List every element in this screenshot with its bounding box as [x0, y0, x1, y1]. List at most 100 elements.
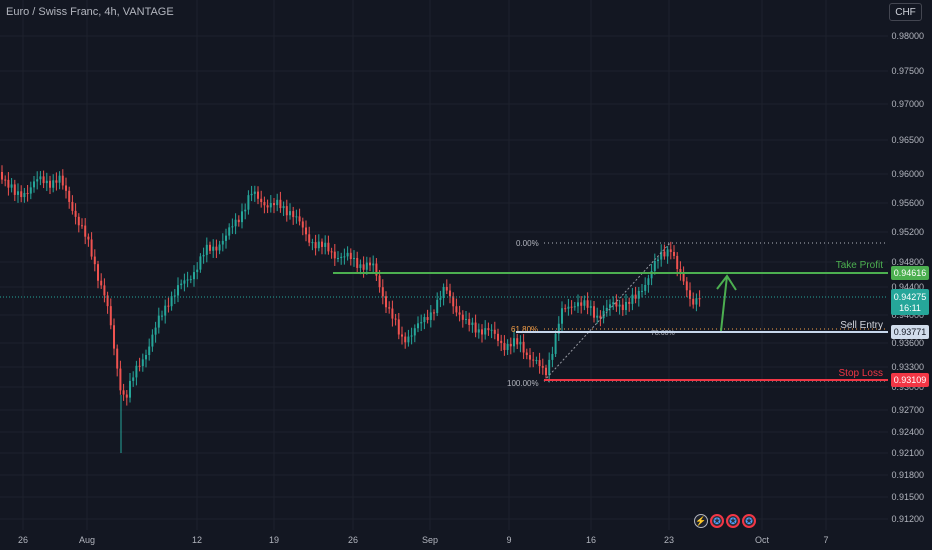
candle-body [548, 359, 551, 376]
candle-body [365, 262, 368, 270]
candle-body [433, 312, 435, 314]
candle-body [321, 241, 323, 247]
candle-body [260, 198, 263, 203]
candle-body [637, 290, 640, 299]
economic-events: ⚡ ✪ ✪ ✪ [694, 514, 756, 528]
candle-body [74, 210, 77, 217]
candle-body [650, 271, 653, 279]
candle-body [465, 318, 467, 320]
candle-body [538, 360, 541, 367]
candle-body [93, 256, 96, 265]
flash-icon[interactable]: ⚡ [694, 514, 708, 528]
time-tick-label: 12 [192, 535, 202, 545]
candle-body [225, 235, 227, 241]
candle-body [695, 298, 698, 305]
candle-body [228, 227, 231, 236]
candle-body [439, 297, 442, 300]
candle-body [180, 283, 183, 286]
candle-body [215, 246, 218, 251]
candle-body [186, 279, 189, 281]
candle-body [202, 254, 205, 257]
candle-body [372, 263, 375, 266]
candle-body [173, 295, 176, 297]
candle-body [109, 306, 112, 326]
candle-body [234, 219, 237, 227]
candle-body [212, 246, 215, 251]
candle-body [49, 180, 51, 188]
candle-body [23, 192, 26, 198]
candle-body [570, 306, 573, 308]
candle-body [346, 252, 349, 257]
price-tick-label: 0.92100 [891, 448, 924, 458]
candle-body [362, 264, 365, 270]
candle-body [205, 244, 208, 255]
candle-body [125, 394, 128, 398]
candle-body [663, 251, 666, 257]
price-tick-label: 0.92400 [891, 427, 924, 437]
candle-body [385, 296, 387, 308]
sell-entry-price-tag: 0.93771 [891, 325, 929, 339]
candle-body [525, 352, 528, 356]
candle-body [541, 366, 544, 368]
candle-body [503, 343, 506, 350]
bar-countdown: 16:11 [899, 303, 921, 313]
candle-body [113, 325, 115, 349]
candle-body [7, 179, 10, 188]
eu-flag-icon[interactable]: ✪ [710, 514, 724, 528]
candle-body [509, 343, 512, 347]
candle-body [609, 304, 611, 308]
candle-body [81, 225, 83, 227]
candle-body [605, 307, 608, 312]
candle-body [349, 252, 352, 260]
candle-body [250, 193, 253, 196]
stop-loss-price: 0.93109 [894, 375, 927, 385]
eu-flag-icon[interactable]: ✪ [726, 514, 740, 528]
candle-body [132, 377, 135, 381]
currency-button[interactable]: CHF [889, 3, 922, 21]
candle-body [471, 322, 474, 325]
candle-body [356, 257, 359, 268]
candle-body [298, 216, 301, 222]
candle-body [157, 315, 160, 328]
time-tick-label: 16 [586, 535, 596, 545]
candle-body [129, 380, 131, 398]
candle-body [561, 308, 563, 324]
candle-body [295, 216, 298, 218]
candle-body [426, 317, 429, 320]
symbol-title[interactable]: Euro / Swiss Franc, 4h, VANTAGE [6, 6, 174, 18]
candle-body [209, 244, 211, 251]
price-tick-label: 0.94800 [891, 257, 924, 267]
time-tick-label: 26 [18, 535, 28, 545]
take-profit-price-tag: 0.94616 [891, 266, 929, 280]
candle-body [673, 251, 675, 256]
candle-body [231, 226, 234, 228]
candle-body [682, 273, 685, 282]
time-tick-label: 23 [664, 535, 674, 545]
candle-body [641, 290, 643, 292]
candle-body [474, 322, 477, 333]
candle-body [45, 180, 48, 184]
time-tick-label: 9 [506, 535, 511, 545]
time-tick-label: Sep [422, 535, 438, 545]
candle-body [77, 216, 80, 226]
price-tick-label: 0.95200 [891, 227, 924, 237]
candle-body [436, 299, 439, 314]
candle-body [13, 184, 16, 195]
fibonacci-retracement[interactable]: 0.00% 61.80% 78.60% 100.00% [507, 239, 888, 388]
candle-body [612, 302, 615, 305]
candle-body [263, 202, 266, 206]
eu-flag-icon[interactable]: ✪ [742, 514, 756, 528]
candle-body [241, 211, 243, 223]
candle-body [481, 329, 483, 335]
candle-body [500, 340, 503, 344]
candle-body [33, 181, 35, 188]
candle-body [189, 279, 192, 281]
arrow-up-icon[interactable] [716, 274, 737, 332]
candle-body [218, 244, 221, 251]
candle-body [103, 285, 106, 296]
candle-body [65, 185, 67, 191]
candle-body [516, 338, 519, 345]
time-axis[interactable]: 26 Aug 12 19 26 Sep 9 16 23 Oct 7 [18, 535, 829, 545]
candle-body [647, 278, 650, 285]
